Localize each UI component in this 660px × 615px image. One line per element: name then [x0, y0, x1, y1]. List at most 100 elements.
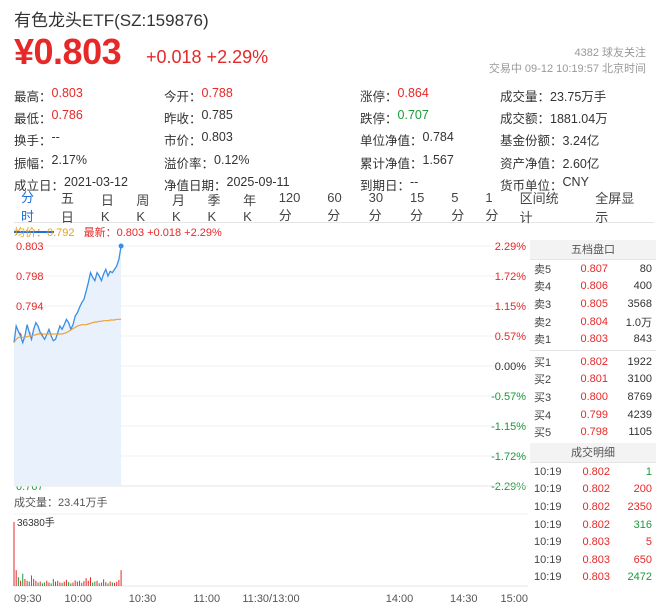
stat-value: 0.707: [397, 108, 429, 123]
x-tick-label: 14:00: [386, 593, 414, 605]
deal-row: 10:19 0.802 2350: [530, 498, 656, 516]
stat-label: 基金份额：: [500, 134, 563, 149]
stat-label: 振幅：: [14, 156, 52, 171]
ob-volume: 3568: [627, 297, 652, 310]
pct-tick-label: -1.72%: [491, 451, 526, 463]
ask-row: 卖4 0.806 400: [530, 278, 656, 296]
ob-side-label: 卖3: [534, 298, 552, 311]
stat-cell: 溢价率： 0.12%: [164, 153, 360, 172]
deals-title: 成交明细: [530, 442, 656, 463]
stat-label: 净值日期：: [164, 179, 227, 194]
stat-cell: 累计净值： 1.567: [360, 153, 500, 172]
ob-price: 0.803: [580, 333, 608, 346]
action-区间统计[interactable]: 区间统计: [519, 190, 559, 225]
tab-5分[interactable]: 5分: [451, 189, 465, 223]
deal-row: 10:19 0.803 650: [530, 551, 656, 569]
tab-周K[interactable]: 周K: [136, 192, 150, 224]
stat-label: 成交额：: [500, 112, 551, 127]
tab-120分[interactable]: 120分: [278, 189, 301, 223]
bid-row: 买2 0.801 3100: [530, 371, 656, 389]
pct-tick-label: 2.29%: [495, 241, 526, 253]
pct-tick-label: -2.29%: [491, 481, 526, 493]
tab-日K[interactable]: 日K: [100, 192, 114, 224]
deal-volume: 650: [633, 553, 652, 566]
stat-cell: 跌停： 0.707: [360, 108, 500, 127]
stat-label: 成交量：: [500, 89, 551, 104]
stat-label: 累计净值：: [360, 156, 423, 171]
intraday-chart[interactable]: 0.8032.29%0.7981.72%0.7941.15%0.7900.57%…: [0, 236, 530, 615]
stat-cell: 今开： 0.788: [164, 86, 360, 105]
stat-cell: 单位净值： 0.784: [360, 130, 500, 149]
stat-value: 23.75万手: [550, 89, 607, 104]
deal-price: 0.803: [582, 571, 610, 584]
x-tick-label: 14:30: [450, 593, 478, 605]
ask-row: 卖1 0.803 843: [530, 330, 656, 348]
stat-cell: 成交额： 1881.04万: [500, 108, 654, 127]
stat-cell: 涨停： 0.864: [360, 86, 500, 105]
stat-cell: 昨收： 0.785: [164, 108, 360, 127]
pct-tick-label: -0.57%: [491, 391, 526, 403]
current-price: ¥0.803: [14, 31, 122, 72]
stat-cell: 市价： 0.803: [164, 130, 360, 149]
stat-cell: 成立日： 2021-03-12: [14, 175, 164, 194]
stat-value: 0.784: [422, 130, 454, 145]
follower-count: 4382 球友关注: [574, 47, 646, 59]
ob-volume: 1105: [628, 426, 652, 439]
bid-row: 买3 0.800 8769: [530, 388, 656, 406]
deal-volume: 5: [645, 536, 652, 549]
stat-cell: 资产净值： 2.60亿: [500, 153, 654, 172]
stat-value: 2.60亿: [562, 156, 600, 171]
tab-月K[interactable]: 月K: [171, 192, 185, 224]
stat-label: 货币单位：: [500, 179, 563, 194]
stat-cell: 成交量： 23.75万手: [500, 86, 654, 105]
stat-row: 振幅： 2.17% 溢价率： 0.12% 累计净值： 1.567 资产净值： 2.60亿: [14, 151, 654, 173]
ob-side-label: 买3: [534, 391, 552, 404]
stat-value: 0.786: [51, 108, 83, 123]
deal-row: 10:19 0.802 1: [530, 463, 656, 481]
stat-cell: 换手： --: [14, 130, 164, 149]
stat-value: 1.567: [422, 152, 454, 167]
stat-label: 最高：: [14, 89, 52, 104]
ob-side-label: 买2: [534, 374, 552, 387]
ob-price: 0.798: [580, 426, 608, 439]
deal-time: 10:19: [534, 500, 562, 513]
stat-value: CNY: [562, 175, 589, 190]
ob-side-label: 卖1: [534, 334, 552, 347]
ob-side-label: 买4: [534, 409, 552, 422]
action-全屏显示[interactable]: 全屏显示: [595, 190, 635, 225]
pct-tick-label: 1.15%: [495, 301, 526, 313]
orderbook-title: 五档盘口: [530, 240, 656, 260]
deal-price: 0.802: [582, 518, 610, 531]
stat-row: 最低： 0.786 昨收： 0.785 跌停： 0.707 成交额： 1881.04万: [14, 106, 654, 128]
tab-30分[interactable]: 30分: [368, 189, 384, 223]
deal-row: 10:19 0.803 2472: [530, 569, 656, 587]
stat-label: 最低：: [14, 112, 52, 127]
stat-label: 今开：: [164, 89, 202, 104]
deal-time: 10:19: [534, 465, 562, 478]
tab-五日[interactable]: 五日: [60, 190, 74, 225]
tab-60分[interactable]: 60分: [327, 189, 342, 223]
deal-price: 0.802: [582, 465, 610, 478]
stat-value: 1881.04万: [550, 112, 608, 127]
stat-label: 换手：: [14, 134, 52, 149]
stat-value: --: [410, 175, 419, 190]
ob-price: 0.799: [580, 408, 608, 421]
x-tick-label: 10:00: [64, 593, 92, 605]
deal-volume: 316: [633, 518, 652, 531]
stat-cell: 振幅： 2.17%: [14, 153, 164, 172]
stat-value: 0.788: [201, 85, 233, 100]
tab-季K[interactable]: 季K: [207, 192, 221, 224]
stat-label: 涨停：: [360, 89, 398, 104]
tab-15分[interactable]: 15分: [409, 189, 425, 223]
stat-value: 2021-03-12: [64, 175, 128, 190]
stat-value: --: [51, 130, 60, 145]
price-line: [13, 245, 122, 345]
ob-price: 0.802: [580, 355, 608, 368]
stat-cell: 最低： 0.786: [14, 108, 164, 127]
x-tick-label: 10:30: [129, 593, 157, 605]
stat-label: 跌停：: [360, 112, 398, 127]
ob-volume: 1922: [627, 355, 652, 368]
tab-1分[interactable]: 1分: [485, 189, 499, 223]
tab-分时[interactable]: 分时: [14, 187, 54, 233]
tab-年K[interactable]: 年K: [243, 192, 257, 224]
